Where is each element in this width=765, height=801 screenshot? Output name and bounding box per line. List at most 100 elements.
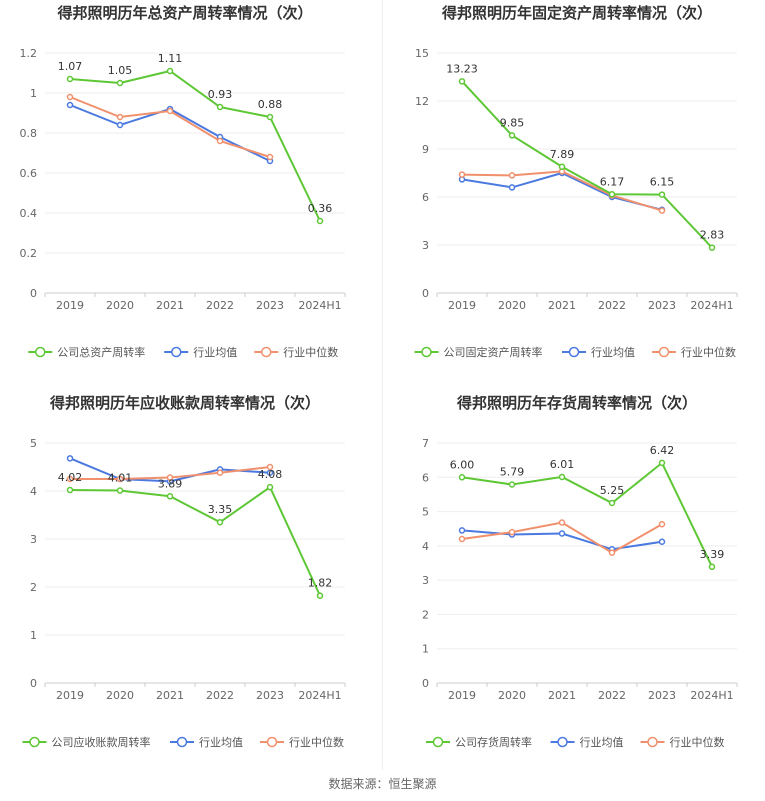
series-line-company [69, 485, 321, 597]
legend-item-company[interactable]: 公司固定资产周转率 [414, 345, 543, 359]
chart-title: 得邦照明历年固定资产周转率情况（次） [441, 4, 712, 22]
x-tick-label: 2024H1 [690, 689, 733, 702]
data-label: 1.11 [158, 52, 183, 65]
data-point-industry_avg [508, 184, 516, 191]
legend-item-company[interactable]: 公司存货周转率 [426, 735, 532, 749]
x-tick-label: 2023 [648, 299, 676, 312]
series-line-company [69, 69, 321, 222]
data-label: 6.17 [600, 175, 625, 188]
legend-item-industry_avg[interactable]: 行业均值 [550, 736, 624, 749]
data-label: 0.88 [258, 98, 283, 111]
data-point-industry_median [458, 535, 466, 543]
legend-item-industry_median[interactable]: 行业中位数 [260, 735, 344, 749]
data-label: 5.25 [600, 484, 625, 497]
series-line-industry_median [461, 521, 663, 554]
data-point-industry_median [558, 519, 566, 526]
data-label: 6.01 [550, 458, 575, 471]
legend-item-industry_median[interactable]: 行业中位数 [254, 345, 338, 359]
y-tick-label: 5 [422, 506, 429, 519]
data-label: 0.93 [208, 88, 233, 101]
legend-label: 公司应收账款周转率 [52, 735, 151, 749]
data-point-industry_median [658, 207, 666, 214]
y-tick-label: 12 [415, 95, 429, 108]
data-label: 0.36 [308, 202, 333, 215]
y-tick-label: 15 [415, 47, 429, 60]
legend-label: 行业均值 [199, 736, 243, 749]
legend-swatch-marker [647, 736, 658, 748]
data-point-company [558, 473, 566, 481]
data-label: 6.15 [650, 176, 675, 189]
x-tick-label: 2019 [56, 299, 84, 312]
data-label: 3.35 [208, 503, 233, 516]
y-tick-label: 3 [422, 239, 429, 252]
data-point-company [508, 132, 516, 139]
legend-item-industry_avg[interactable]: 行业均值 [164, 346, 237, 359]
y-tick-label: 2 [422, 608, 429, 621]
data-point-company [166, 67, 174, 75]
data-label: 4.02 [58, 471, 83, 484]
data-point-company [708, 563, 716, 571]
legend-swatch-marker [176, 736, 188, 748]
legend-item-industry_median[interactable]: 行业中位数 [640, 735, 725, 749]
legend-swatch-marker [35, 346, 46, 358]
data-point-company [608, 191, 616, 198]
data-point-company [658, 459, 666, 467]
data-point-company [608, 499, 616, 507]
x-tick-label: 2019 [56, 689, 84, 702]
data-point-industry_avg [266, 469, 274, 477]
data-point-company [458, 474, 466, 481]
data-point-company [658, 191, 666, 198]
data-point-company [316, 217, 324, 225]
data-label: 1.82 [308, 577, 333, 590]
data-label: 3.39 [700, 548, 725, 561]
data-point-industry_median [266, 153, 274, 161]
x-tick-label: 2021 [156, 689, 184, 702]
y-tick-label: 1 [30, 87, 37, 100]
data-point-industry_avg [458, 527, 466, 534]
chart-svg: 0 0.2 0.4 0.6 0.8 1 1.2 2019 2020 2021 2022 2023 202… [20, 47, 346, 359]
data-point-industry_median [508, 528, 516, 536]
x-tick-label: 2024H1 [298, 689, 341, 702]
legend-label: 公司固定资产周转率 [444, 345, 543, 359]
y-tick-label: 5 [30, 437, 37, 450]
data-label: 1.07 [58, 60, 83, 73]
data-label: 9.85 [500, 116, 525, 129]
x-tick-label: 2022 [598, 689, 626, 702]
data-point-industry_median [66, 93, 74, 101]
y-tick-label: 0 [422, 677, 429, 690]
data-point-company [66, 75, 74, 83]
data-point-industry_median [166, 474, 174, 481]
legend-item-company[interactable]: 公司应收账款周转率 [22, 735, 151, 749]
data-label: 13.23 [446, 62, 478, 75]
data-point-company [116, 487, 124, 494]
legend-item-industry_avg[interactable]: 行业均值 [170, 736, 243, 749]
x-tick-label: 2024H1 [298, 299, 341, 312]
data-source-note: 数据来源：恒生聚源 [328, 777, 437, 791]
x-tick-label: 2020 [106, 689, 134, 702]
data-label: 2.83 [700, 229, 725, 242]
data-point-industry_median [608, 549, 616, 556]
data-point-industry_median [66, 475, 74, 483]
x-tick-label: 2020 [498, 689, 526, 702]
legend-label: 公司总资产周转率 [57, 345, 145, 359]
legend-item-industry_avg[interactable]: 行业均值 [562, 346, 635, 359]
x-tick-label: 2023 [648, 689, 676, 702]
chart-svg: 0 1 2 3 4 5 2019 2020 2021 2022 2023 2024H1 4.02 4.01… [22, 437, 346, 749]
legend-item-industry_median[interactable]: 行业中位数 [652, 345, 736, 359]
chart-panel-inventory-turnover: 得邦照明历年存货周转率情况（次） 0 1 2 3 4 5 6 7 2019 2020 2021 202… [392, 390, 762, 775]
legend-swatch-marker [568, 346, 580, 358]
y-tick-label: 1.2 [20, 47, 38, 60]
legend-label: 行业中位数 [283, 345, 338, 359]
chart-title: 得邦照明历年总资产周转率情况（次） [57, 4, 313, 22]
legend-item-company[interactable]: 公司总资产周转率 [28, 345, 145, 359]
y-tick-label: 1 [30, 629, 37, 642]
x-tick-label: 2021 [548, 689, 576, 702]
data-point-industry_avg [658, 538, 666, 545]
data-point-industry_median [166, 107, 174, 115]
data-point-company [708, 244, 716, 251]
data-point-company [216, 103, 224, 111]
data-point-industry_avg [558, 530, 566, 537]
y-tick-label: 6 [422, 471, 429, 484]
data-point-industry_avg [116, 121, 124, 129]
data-point-industry_avg [66, 101, 74, 109]
